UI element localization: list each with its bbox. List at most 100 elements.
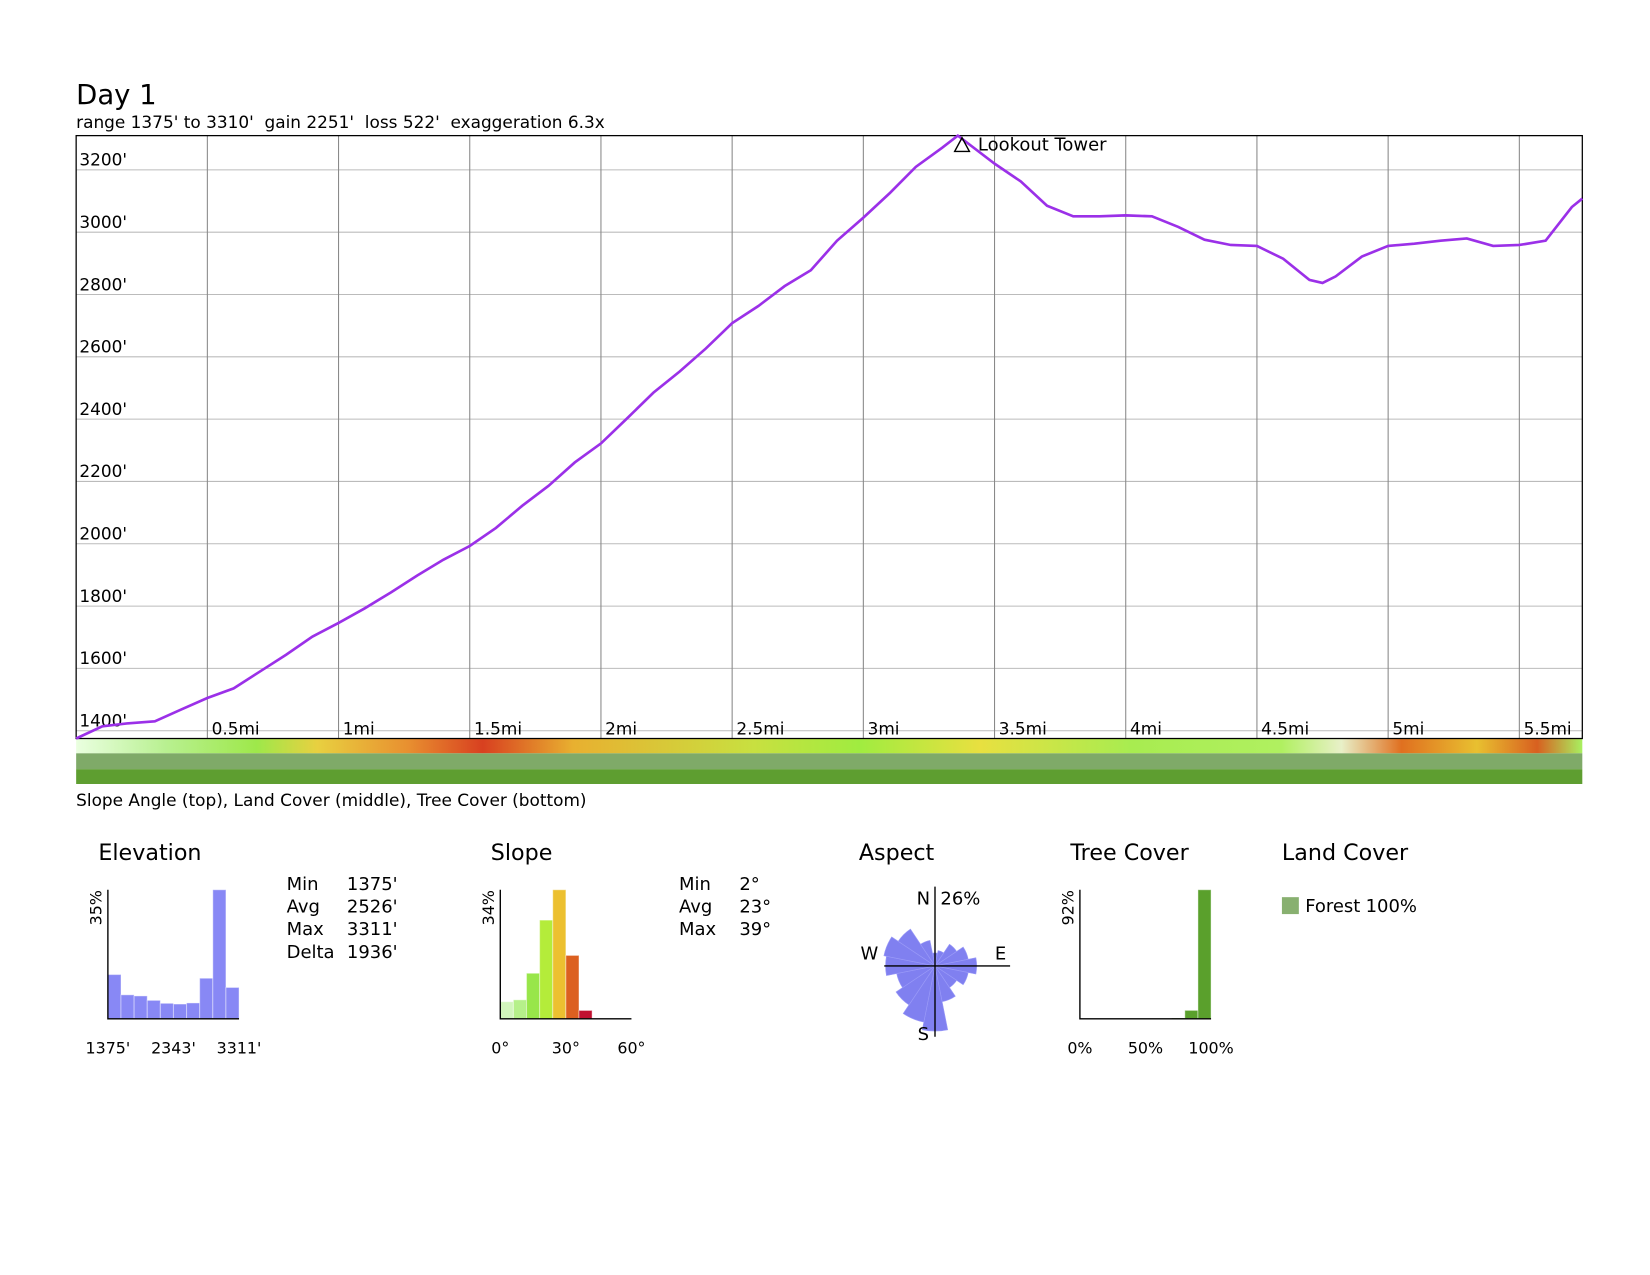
x-tick-label: 50% — [1128, 1039, 1163, 1058]
aspect-wedge — [920, 940, 936, 967]
panel-title: Slope — [491, 840, 553, 866]
histogram-bar — [1184, 1009, 1199, 1020]
panel-title: Elevation — [98, 840, 201, 866]
legend-name: Forest — [1305, 896, 1360, 917]
x-tick-label: 2mi — [605, 718, 637, 738]
histogram-bar — [107, 974, 122, 1020]
histogram-bar — [212, 889, 227, 1020]
x-tick-label: 0° — [491, 1039, 509, 1058]
land-cover-strip — [76, 753, 1583, 770]
histogram-bar — [186, 1002, 201, 1020]
y-tick-label: 2000' — [79, 524, 127, 544]
plot-frame — [75, 134, 1583, 740]
y-tick-label: 35% — [87, 890, 106, 925]
histogram-bar — [539, 919, 554, 1020]
stat-label: Max — [287, 919, 325, 940]
histogram-bar — [199, 977, 214, 1020]
panel-title: Land Cover — [1282, 840, 1409, 866]
histogram-bar — [565, 954, 580, 1020]
x-tick-label: 3mi — [868, 718, 900, 738]
aspect-wedge — [902, 965, 936, 1023]
stat-value: 39° — [739, 919, 771, 940]
y-tick-label: 3200' — [79, 150, 127, 170]
stat-label: Min — [679, 874, 711, 895]
stat-label: Avg — [287, 896, 320, 917]
y-tick-label: 2800' — [79, 274, 127, 294]
r-tick-label: 26% — [940, 889, 980, 910]
y-tick-label: 3000' — [79, 212, 127, 232]
x-tick-label: 0.5mi — [212, 718, 260, 738]
aspect-wedge — [883, 936, 936, 967]
histogram-bar — [133, 995, 148, 1020]
x-tick-label: 2.5mi — [736, 718, 784, 738]
histogram-bar — [120, 994, 135, 1020]
histogram-bar — [225, 986, 240, 1020]
x-tick-label: 4.5mi — [1261, 718, 1309, 738]
peak-marker — [953, 136, 971, 153]
histogram-bar — [499, 1001, 514, 1020]
legend-entry: Forest 100% — [1305, 896, 1417, 917]
y-tick-label: 92% — [1059, 890, 1078, 925]
y-tick-label: 34% — [479, 890, 498, 925]
direction-label: S — [918, 1024, 929, 1045]
stat-label: Min — [287, 874, 319, 895]
histogram-bar — [146, 999, 161, 1020]
y-tick-label: 1600' — [79, 648, 127, 668]
stat-label: Max — [679, 919, 717, 940]
legend-swatch — [1281, 897, 1299, 915]
panel-title: Tree Cover — [1069, 840, 1189, 866]
elevation-line — [75, 133, 1584, 740]
legend-value: 100% — [1366, 896, 1417, 917]
aspect-wedge — [897, 928, 936, 967]
histogram-bar — [525, 972, 541, 1020]
slope-strip — [76, 738, 1583, 754]
x-tick-label: 1mi — [343, 718, 375, 738]
histogram-bar — [172, 1003, 188, 1020]
x-tick-label: 1.5mi — [474, 718, 522, 738]
panel-title: Aspect — [859, 840, 935, 866]
y-tick-label: 1800' — [79, 586, 127, 606]
y-tick-label: 2600' — [79, 337, 127, 357]
x-tick-label: 5.5mi — [1524, 718, 1572, 738]
stat-value: 1936' — [347, 942, 398, 963]
direction-label: W — [861, 944, 879, 965]
x-tick-label: 30° — [552, 1039, 580, 1058]
stat-value: 3311' — [347, 919, 398, 940]
x-tick-label: 3311' — [217, 1039, 262, 1058]
x-tick-label: 60° — [617, 1039, 645, 1058]
strip-caption: Slope Angle (top), Land Cover (middle), … — [76, 790, 586, 810]
y-tick-label: 2200' — [79, 461, 127, 481]
stat-value: 2526' — [347, 896, 398, 917]
aspect-wedge — [895, 965, 936, 1006]
x-tick-label: 1375' — [86, 1039, 131, 1058]
x-tick-label: 5mi — [1392, 718, 1424, 738]
direction-label: N — [917, 889, 930, 910]
histogram-bar — [159, 1002, 174, 1020]
x-tick-label: 4mi — [1130, 718, 1162, 738]
histogram-bar — [552, 889, 567, 1020]
y-tick-label: 2400' — [79, 399, 127, 419]
stat-value: 2° — [739, 874, 759, 895]
direction-label: E — [995, 944, 1006, 965]
histogram-bar — [578, 1009, 593, 1020]
axes — [1079, 889, 1212, 1020]
stat-label: Avg — [679, 896, 712, 917]
annotation: Lookout Tower — [978, 134, 1107, 155]
x-tick-label: 3.5mi — [999, 718, 1047, 738]
x-tick-label: 2343' — [151, 1039, 196, 1058]
axes — [499, 889, 632, 1020]
chart-title: Day 1 — [76, 79, 157, 111]
chart-subtitle: range 1375' to 3310' gain 2251' loss 522… — [76, 112, 605, 132]
tree-cover-strip — [76, 769, 1583, 784]
aspect-wedge — [934, 965, 969, 986]
stat-value: 23° — [739, 896, 771, 917]
x-tick-label: 100% — [1188, 1039, 1233, 1058]
histogram-bar — [512, 999, 528, 1020]
histogram-bar — [1197, 889, 1212, 1020]
stat-label: Delta — [287, 942, 335, 963]
x-tick-label: 0% — [1067, 1039, 1092, 1058]
stat-value: 1375' — [347, 874, 398, 895]
axes — [107, 889, 240, 1020]
